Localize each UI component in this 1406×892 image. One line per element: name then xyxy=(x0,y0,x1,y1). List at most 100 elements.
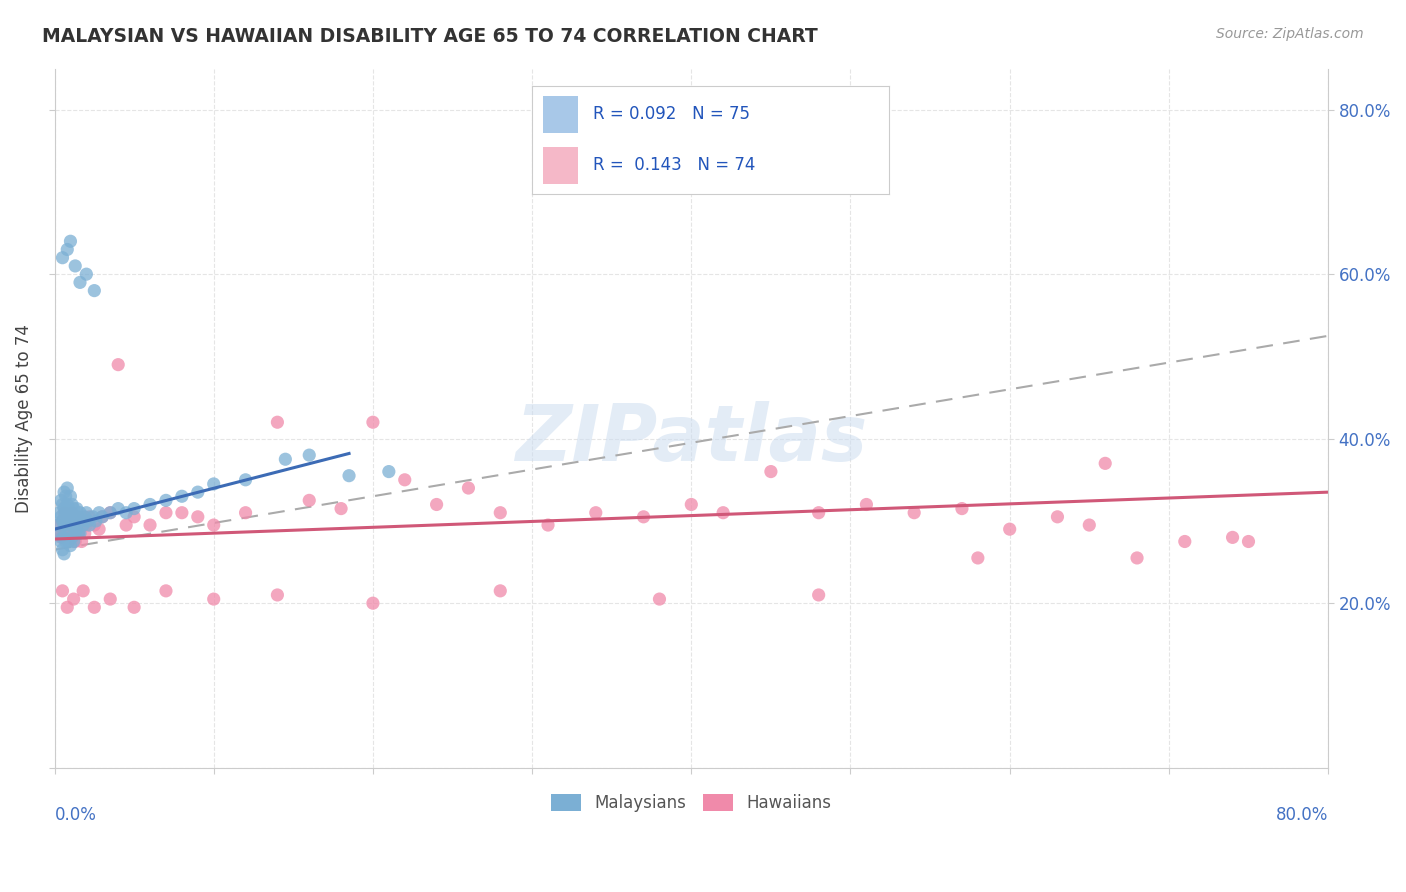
Point xyxy=(51,498,73,512)
Point xyxy=(60,514,83,528)
Point xyxy=(51,542,73,557)
Point xyxy=(56,518,79,533)
Point xyxy=(59,518,82,533)
Point xyxy=(361,415,384,429)
Point xyxy=(855,498,877,512)
Point xyxy=(59,526,82,541)
Point xyxy=(155,583,177,598)
Point xyxy=(49,530,72,544)
Point xyxy=(585,506,607,520)
Point xyxy=(65,526,87,541)
Point xyxy=(56,243,79,257)
Point xyxy=(51,530,73,544)
Point xyxy=(1174,534,1197,549)
Point xyxy=(633,509,655,524)
Point xyxy=(72,583,94,598)
Point xyxy=(681,498,703,512)
Point xyxy=(53,518,76,533)
Point xyxy=(56,481,79,495)
Point xyxy=(155,506,177,520)
Point xyxy=(998,522,1021,536)
Point xyxy=(1094,456,1116,470)
Point xyxy=(122,509,145,524)
Point xyxy=(1078,518,1101,533)
Point xyxy=(91,509,114,524)
Point xyxy=(60,506,83,520)
Point xyxy=(537,518,560,533)
Point xyxy=(759,465,782,479)
Point xyxy=(65,534,87,549)
Point xyxy=(65,509,87,524)
Point xyxy=(187,509,209,524)
Point xyxy=(70,514,93,528)
Point xyxy=(107,501,129,516)
Point xyxy=(235,506,257,520)
Point xyxy=(70,534,93,549)
Point xyxy=(69,506,91,520)
Point xyxy=(56,498,79,512)
Point xyxy=(48,526,70,541)
Point xyxy=(77,514,100,528)
Point xyxy=(711,506,734,520)
Point xyxy=(69,276,91,290)
Point xyxy=(51,514,73,528)
Text: MALAYSIAN VS HAWAIIAN DISABILITY AGE 65 TO 74 CORRELATION CHART: MALAYSIAN VS HAWAIIAN DISABILITY AGE 65 … xyxy=(42,27,818,45)
Point xyxy=(48,506,70,520)
Point xyxy=(87,506,110,520)
Point xyxy=(378,465,401,479)
Point xyxy=(72,518,94,533)
Point xyxy=(59,539,82,553)
Point xyxy=(426,498,449,512)
Point xyxy=(155,493,177,508)
Text: 80.0%: 80.0% xyxy=(1275,806,1329,824)
Point xyxy=(807,506,830,520)
Point xyxy=(122,600,145,615)
Point xyxy=(1126,551,1149,566)
Point xyxy=(202,518,225,533)
Point xyxy=(66,509,89,524)
Point xyxy=(55,526,77,541)
Point xyxy=(62,518,84,533)
Point xyxy=(59,234,82,248)
Point xyxy=(48,518,70,533)
Point xyxy=(73,509,96,524)
Point xyxy=(53,547,76,561)
Point xyxy=(1046,509,1069,524)
Point xyxy=(62,518,84,533)
Point xyxy=(58,534,80,549)
Point xyxy=(83,284,105,298)
Point xyxy=(330,501,353,516)
Point xyxy=(60,498,83,512)
Point xyxy=(53,501,76,516)
Point xyxy=(79,509,101,524)
Legend: Malaysians, Hawaiians: Malaysians, Hawaiians xyxy=(544,788,838,819)
Point xyxy=(58,509,80,524)
Point xyxy=(67,509,90,524)
Point xyxy=(58,518,80,533)
Point xyxy=(648,592,671,607)
Point xyxy=(67,526,90,541)
Point xyxy=(56,514,79,528)
Point xyxy=(62,534,84,549)
Point xyxy=(170,506,193,520)
Text: Source: ZipAtlas.com: Source: ZipAtlas.com xyxy=(1216,27,1364,41)
Point xyxy=(62,501,84,516)
Point xyxy=(489,506,512,520)
Point xyxy=(337,468,360,483)
Point xyxy=(1237,534,1260,549)
Point xyxy=(51,251,73,265)
Point xyxy=(49,493,72,508)
Point xyxy=(65,259,87,273)
Point xyxy=(69,526,91,541)
Point xyxy=(56,600,79,615)
Point xyxy=(115,518,138,533)
Point xyxy=(266,415,288,429)
Point xyxy=(394,473,416,487)
Point xyxy=(457,481,479,495)
Text: ZIPatlas: ZIPatlas xyxy=(515,401,868,477)
Point xyxy=(298,448,321,462)
Point xyxy=(49,509,72,524)
Point xyxy=(82,509,104,524)
Point xyxy=(187,485,209,500)
Point xyxy=(91,509,114,524)
